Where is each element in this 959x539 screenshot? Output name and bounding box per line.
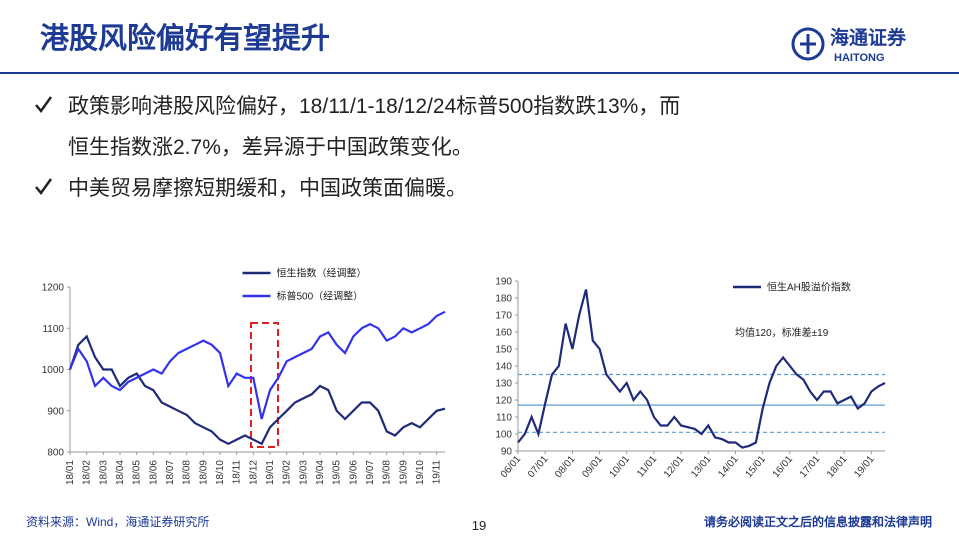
legend-label: 恒生指数（经调整） (277, 267, 367, 280)
y-tick-label: 150 (495, 345, 512, 356)
y-tick-label: 100 (495, 430, 512, 441)
x-tick-label: 13/01 (689, 454, 714, 481)
bullet-text: 中美贸易摩擦短期缓和，中国政策面偏暖。 (68, 177, 467, 200)
y-tick-label: 1000 (42, 365, 65, 376)
x-tick-label: 18/04 (115, 460, 126, 485)
x-tick-label: 18/10 (215, 460, 226, 485)
bullet-text: 政策影响港股风险偏好，18/11/1-18/12/24标普500指数跌13%，而 (68, 95, 680, 118)
logo: 海通证券 HAITONG (791, 26, 907, 64)
y-tick-label: 800 (47, 448, 64, 459)
y-tick-label: 90 (501, 447, 513, 458)
x-tick-label: 19/03 (298, 460, 309, 485)
x-tick-label: 16/01 (771, 454, 796, 481)
logo-en: HAITONG (834, 52, 885, 64)
x-tick-label: 18/12 (248, 460, 259, 485)
x-tick-label: 18/03 (98, 460, 109, 485)
x-tick-label: 18/02 (82, 460, 93, 485)
legend-label: 恒生AH股溢价指数 (767, 281, 851, 294)
page-number: 19 (472, 518, 486, 533)
x-tick-label: 19/01 (265, 460, 276, 485)
x-tick-label: 19/11 (432, 460, 443, 485)
x-tick-label: 18/08 (182, 460, 193, 485)
y-tick-label: 130 (495, 379, 512, 390)
logo-name: 海通证券 (830, 26, 907, 49)
x-tick-label: 19/01 (852, 454, 877, 481)
x-tick-label: 09/01 (580, 454, 605, 481)
x-tick-label: 18/09 (198, 460, 209, 485)
x-tick-label: 18/01 (65, 460, 76, 485)
x-tick-label: 18/07 (165, 460, 176, 485)
y-tick-label: 160 (495, 328, 512, 339)
x-tick-label: 07/01 (526, 454, 551, 481)
y-tick-label: 140 (495, 362, 512, 373)
slide-title: 港股风险偏好有望提升 (40, 21, 330, 55)
x-tick-label: 06/01 (499, 454, 524, 481)
x-tick-label: 10/01 (608, 454, 633, 481)
series-line (68, 310, 446, 420)
annotation: 均值120，标准差±19 (735, 326, 829, 339)
series-line (68, 334, 446, 446)
x-tick-label: 08/01 (553, 454, 578, 481)
highlight-box (250, 322, 279, 448)
series-line (517, 289, 886, 449)
x-tick-label: 19/08 (382, 460, 393, 485)
check-icon (35, 96, 53, 114)
x-tick-label: 18/11 (232, 460, 243, 485)
x-tick-label: 18/01 (825, 454, 850, 481)
x-tick-label: 19/05 (332, 460, 343, 485)
y-tick-label: 1100 (42, 324, 64, 335)
x-tick-label: 19/07 (365, 460, 376, 485)
x-tick-label: 19/02 (282, 460, 293, 485)
disclaimer: 请务必阅读正文之后的信息披露和法律声明 (704, 514, 932, 529)
legend-label: 标普500（经调整） (277, 290, 364, 303)
check-icon (35, 178, 53, 196)
logo-icon (800, 34, 816, 54)
logo-icon (791, 27, 825, 61)
y-tick-label: 110 (496, 413, 512, 424)
x-tick-label: 19/06 (348, 460, 359, 485)
y-tick-label: 170 (495, 311, 512, 322)
x-tick-label: 14/01 (716, 454, 741, 481)
x-tick-label: 19/09 (398, 460, 409, 485)
y-tick-label: 900 (47, 406, 64, 417)
y-tick-label: 180 (495, 294, 512, 305)
x-tick-label: 12/01 (662, 454, 687, 481)
x-tick-label: 18/05 (132, 460, 143, 485)
x-tick-label: 17/01 (798, 454, 823, 481)
y-tick-label: 190 (495, 277, 512, 288)
x-tick-label: 19/04 (315, 460, 326, 485)
y-tick-label: 1200 (42, 283, 65, 294)
x-tick-label: 11/01 (635, 454, 659, 480)
x-tick-label: 15/01 (743, 454, 768, 481)
bullet-text: 恒生指数涨2.7%，差异源于中国政策变化。 (68, 136, 473, 159)
x-tick-label: 19/10 (415, 460, 426, 485)
y-tick-label: 120 (495, 396, 512, 407)
x-tick-label: 18/06 (148, 460, 159, 485)
source: 资料来源：Wind，海通证券研究所 (26, 514, 209, 529)
